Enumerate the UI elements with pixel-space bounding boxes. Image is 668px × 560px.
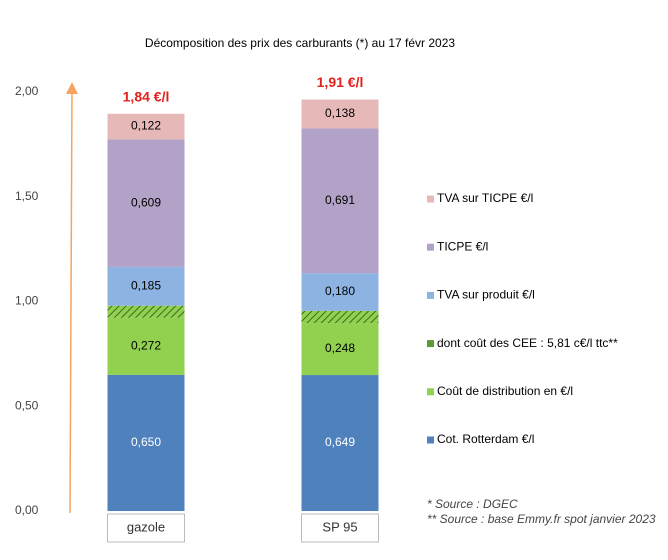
arrow: [65, 82, 78, 514]
data-label: 0,185: [131, 278, 161, 292]
bar-segment: [301, 375, 379, 511]
x-tick-label: SP 95: [322, 519, 357, 534]
legend-label: TVA sur produit €/l: [437, 288, 535, 302]
total-label: 1,84 €/l: [123, 88, 170, 104]
legend-label: dont coût des CEE : 5,81 c€/l ttc**: [437, 336, 618, 350]
bar-segment: [107, 266, 185, 306]
data-label: 0,649: [325, 435, 355, 449]
legend-label: TVA sur TICPE €/l: [437, 191, 533, 205]
bar-segment: [301, 128, 379, 274]
data-label: 0,122: [131, 119, 161, 133]
data-label: 0,248: [325, 341, 355, 355]
bar-segment: [107, 113, 185, 140]
y-tick-label: 0,50: [15, 398, 39, 412]
legend-swatch: [427, 388, 434, 396]
data-label: 0,609: [131, 195, 161, 209]
legend-swatch: [427, 195, 434, 203]
source-note: * Source : DGEC: [427, 497, 518, 511]
bar-segment: [301, 310, 379, 324]
legend-label: TICPE €/l: [437, 239, 488, 253]
legend-swatch: [427, 291, 434, 299]
total-label: 1,91 €/l: [317, 74, 364, 90]
y-tick-label: 1,00: [15, 294, 39, 308]
legend-label: Coût de distribution en €/l: [437, 384, 573, 398]
bar-segment: [107, 139, 185, 267]
bar-segment: [107, 374, 185, 511]
x-tick-label: gazole: [127, 519, 165, 534]
data-label: 0,691: [325, 193, 355, 207]
chart-title: Décomposition des prix des carburants (*…: [145, 36, 455, 50]
legend-label: Cot. Rotterdam €/l: [437, 432, 534, 446]
bar-segment: [301, 273, 379, 311]
y-tick-label: 0,00: [15, 503, 39, 517]
bar-segment: [301, 99, 379, 129]
data-label: 0,650: [131, 435, 161, 449]
bar-segment: [301, 323, 379, 376]
data-label: 0,272: [131, 339, 161, 353]
legend-swatch: [427, 436, 434, 444]
category-box: [301, 513, 379, 543]
bar-segment: [107, 305, 185, 318]
legend-swatch: [427, 340, 434, 348]
y-tick-label: 2,00: [15, 84, 39, 98]
legend-swatch: [427, 243, 434, 251]
bar-segment: [107, 317, 185, 375]
y-tick-label: 1,50: [15, 189, 39, 203]
data-label: 0,180: [325, 284, 355, 298]
source-note: ** Source : base Emmy.fr spot janvier 20…: [427, 512, 656, 526]
data-label: 0,138: [325, 106, 355, 120]
category-box: [107, 513, 185, 543]
